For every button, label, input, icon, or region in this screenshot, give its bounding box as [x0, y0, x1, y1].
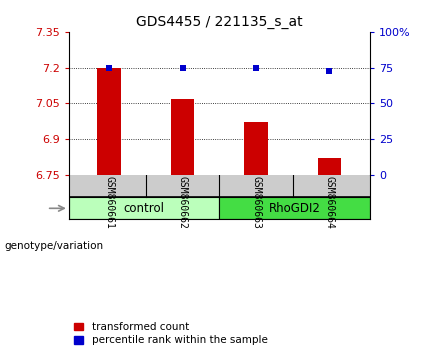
Text: GSM860663: GSM860663: [251, 176, 261, 229]
Bar: [171, 98, 194, 175]
Bar: [318, 158, 341, 175]
Text: GSM860662: GSM860662: [178, 176, 187, 229]
Bar: [244, 122, 268, 175]
Text: RhoGDI2: RhoGDI2: [269, 202, 320, 215]
Bar: [69, 197, 219, 219]
Bar: [98, 68, 121, 175]
Text: GSM860664: GSM860664: [324, 176, 335, 229]
Text: genotype/variation: genotype/variation: [4, 241, 104, 251]
Text: GSM860661: GSM860661: [104, 176, 114, 229]
Title: GDS4455 / 221135_s_at: GDS4455 / 221135_s_at: [136, 16, 303, 29]
Bar: [219, 197, 370, 219]
Legend: transformed count, percentile rank within the sample: transformed count, percentile rank withi…: [74, 322, 267, 345]
Text: control: control: [123, 202, 165, 215]
